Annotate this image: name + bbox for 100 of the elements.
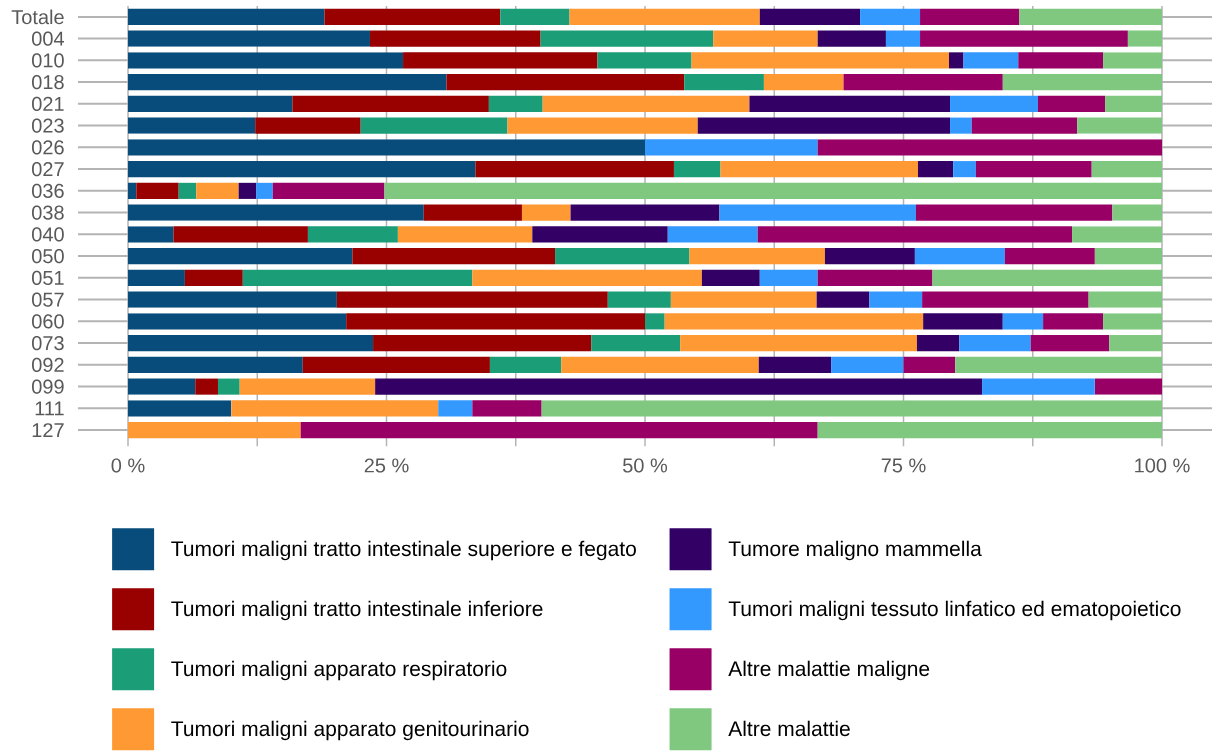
legend-label: Tumori maligni tessuto linfatico ed ematopoietico: [728, 600, 1181, 621]
y-tick-label: 026: [32, 140, 64, 155]
bar: [128, 313, 347, 330]
bar: [670, 291, 817, 308]
bar: [128, 8, 325, 25]
bar: [507, 117, 698, 134]
bar: [472, 400, 542, 417]
bar: [128, 139, 646, 156]
y-tick-label: 027: [32, 162, 64, 177]
bar: [1091, 161, 1163, 178]
bar: [1077, 117, 1163, 134]
bar: [817, 269, 933, 286]
bar: [292, 95, 489, 112]
bar: [697, 117, 951, 134]
bar: [1043, 313, 1104, 330]
y-tick-label: 092: [32, 357, 64, 372]
bar: [817, 30, 886, 47]
legend-label: Tumori maligni tratto intestinale inferiore: [171, 600, 543, 621]
bar: [645, 313, 665, 330]
bar: [178, 182, 197, 199]
bar: [128, 378, 196, 395]
bar: [300, 422, 818, 439]
x-tick-label: 50 %: [623, 458, 668, 473]
bar: [128, 161, 476, 178]
bar: [1103, 313, 1163, 330]
bar: [982, 378, 1095, 395]
y-tick-label: 038: [32, 205, 64, 220]
bar: [763, 74, 844, 91]
bar: [239, 378, 376, 395]
y-tick-label: 051: [32, 270, 64, 285]
x-tick-label: 25 %: [364, 458, 409, 473]
bar: [195, 378, 218, 395]
bar: [922, 291, 1089, 308]
bar: [684, 74, 764, 91]
bar: [302, 356, 490, 373]
bar: [173, 226, 308, 243]
y-tick-label: 036: [32, 183, 64, 198]
bar: [128, 269, 185, 286]
bar: [1037, 95, 1106, 112]
legend-label: Altre malattie: [728, 720, 850, 737]
bar: [1109, 335, 1163, 352]
bar: [955, 356, 1163, 373]
bar: [691, 52, 949, 69]
bar: [238, 182, 257, 199]
bar: [423, 204, 522, 221]
legend-label: Tumore maligno mammella: [728, 540, 982, 561]
bar: [1002, 313, 1044, 330]
bar: [713, 30, 818, 47]
bar: [689, 248, 825, 265]
bar: [959, 335, 1031, 352]
bar: [950, 117, 972, 134]
bar: [500, 8, 570, 25]
bar: [817, 422, 1163, 439]
y-tick-label: 018: [32, 75, 64, 90]
bar: [680, 335, 917, 352]
bar: [843, 74, 1003, 91]
bar: [920, 30, 1128, 47]
bar: [373, 335, 592, 352]
bar: [1030, 335, 1110, 352]
bar: [128, 422, 301, 439]
bar: [217, 378, 240, 395]
y-tick-label: 111: [35, 401, 64, 416]
bar: [917, 161, 954, 178]
y-tick-label: 073: [32, 336, 64, 351]
bar: [446, 74, 685, 91]
legend-label: Tumori maligni tratto intestinale superiore e fegato: [171, 540, 636, 561]
bar: [397, 226, 533, 243]
bar: [384, 182, 1163, 199]
bar: [1002, 74, 1163, 91]
bar: [360, 117, 508, 134]
bar: [128, 95, 293, 112]
bar: [561, 356, 759, 373]
bar: [542, 95, 750, 112]
bar: [438, 400, 473, 417]
bar: [757, 226, 1073, 243]
bar: [128, 248, 353, 265]
bar: [758, 356, 832, 373]
bar: [824, 248, 915, 265]
bar: [914, 248, 1005, 265]
bar: [920, 8, 1020, 25]
bar: [953, 161, 976, 178]
bar: [569, 8, 760, 25]
bar: [489, 356, 562, 373]
bar: [128, 52, 404, 69]
bar: [1088, 291, 1163, 308]
bar: [759, 8, 861, 25]
x-tick-label: 100 %: [1135, 458, 1190, 473]
bar: [128, 226, 174, 243]
y-tick-label: 060: [32, 314, 64, 329]
bar: [719, 204, 916, 221]
bar: [184, 269, 243, 286]
bar: [1094, 378, 1163, 395]
bar: [607, 291, 671, 308]
legend-label: Tumori maligni apparato genitourinario: [171, 720, 529, 741]
bar: [128, 204, 424, 221]
y-tick-label: Totale: [11, 9, 64, 25]
bar: [591, 335, 681, 352]
bar: [128, 400, 232, 417]
bar: [324, 8, 501, 25]
bar: [1004, 248, 1095, 265]
